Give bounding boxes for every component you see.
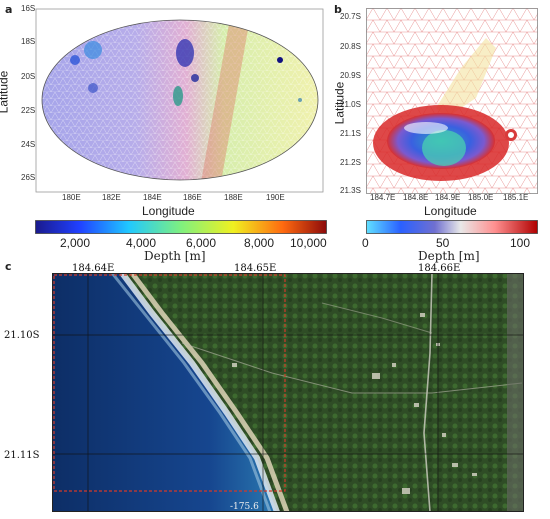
colorbar-a-tick: 4,000 xyxy=(126,236,157,250)
panel-b-ytick: 20.9S xyxy=(340,71,361,80)
colorbar-b-tick: 100 xyxy=(510,236,531,250)
panel-c-xtick: 184.66E xyxy=(418,263,461,274)
panel-a-xlabel: Longitude xyxy=(142,204,195,218)
colorbar-b-title: Depth [m] xyxy=(418,249,480,263)
panel-b-xtick: 184.8E xyxy=(403,193,429,202)
panel-a-xtick: 182E xyxy=(102,193,121,202)
panel-b-ytick: 21.1S xyxy=(340,129,361,138)
panel-c-bottom-label: -175.6 xyxy=(230,502,259,512)
panel-a-xtick: 180E xyxy=(62,193,81,202)
panel-a-xtick: 184E xyxy=(143,193,162,202)
panel-b-ytick: 21.2S xyxy=(340,158,361,167)
colorbar-b-tick: 0 xyxy=(362,236,369,250)
colorbar-b-bar xyxy=(366,220,538,234)
panel-c-ytick: 21.10S xyxy=(4,330,40,341)
panel-b-xtick: 184.7E xyxy=(370,193,396,202)
panel-b-ytick: 20.7S xyxy=(340,12,361,21)
inset-extent-box xyxy=(53,274,286,492)
panel-c-ytick: 21.11S xyxy=(4,450,40,461)
colorbar-a-title: Depth [m] xyxy=(144,249,206,263)
panel-a-ytick: 16S xyxy=(21,4,36,13)
panel-b-ytick: 21.0S xyxy=(340,100,361,109)
panel-a-ytick: 20S xyxy=(21,72,36,81)
panel-a-ytick: 26S xyxy=(21,173,36,182)
panel-a-ytick: 22S xyxy=(21,106,36,115)
colorbar-b-tick: 50 xyxy=(436,236,450,250)
panel-a-xtick: 190E xyxy=(266,193,285,202)
colorbar-a-bar xyxy=(35,220,327,234)
panel-c-xtick: 184.64E xyxy=(72,263,115,274)
panel-b-xtick: 184.9E xyxy=(435,193,461,202)
panel-b-label: b xyxy=(334,3,342,16)
panel-a-xtick: 188E xyxy=(224,193,243,202)
panel-a-ytick: 18S xyxy=(21,37,36,46)
panel-a-domain-boundary xyxy=(41,19,319,181)
panel-a-ylabel: Latitude xyxy=(0,70,11,114)
panel-a-mesh-map xyxy=(35,8,324,193)
panel-a-frame xyxy=(35,8,324,193)
panel-a-ytick: 24S xyxy=(21,140,36,149)
colorbar-a-tick: 6,000 xyxy=(186,236,217,250)
panel-b-xtick: 185.0E xyxy=(468,193,494,202)
ocean-area xyxy=(52,273,277,512)
colorbar-a-tick: 2,000 xyxy=(60,236,91,250)
panel-b-frame xyxy=(366,8,538,194)
panel-a-label: a xyxy=(5,3,13,16)
panel-c-satellite-image xyxy=(52,273,524,512)
panel-b-xlabel: Longitude xyxy=(424,204,477,218)
panel-b-mesh-map xyxy=(366,8,538,194)
panel-b-ylabel: Latitude xyxy=(332,81,347,125)
panel-b-ytick: 20.8S xyxy=(340,42,361,51)
panel-b-ytick: 21.3S xyxy=(340,186,361,195)
panel-b-xtick: 185.1E xyxy=(503,193,529,202)
colorbar-a-tick: 10,000 xyxy=(290,236,327,250)
panel-c-label: c xyxy=(5,260,12,273)
panel-c-xtick: 184.65E xyxy=(234,263,277,274)
panel-a-xtick: 186E xyxy=(183,193,202,202)
colorbar-a-tick: 8,000 xyxy=(244,236,275,250)
